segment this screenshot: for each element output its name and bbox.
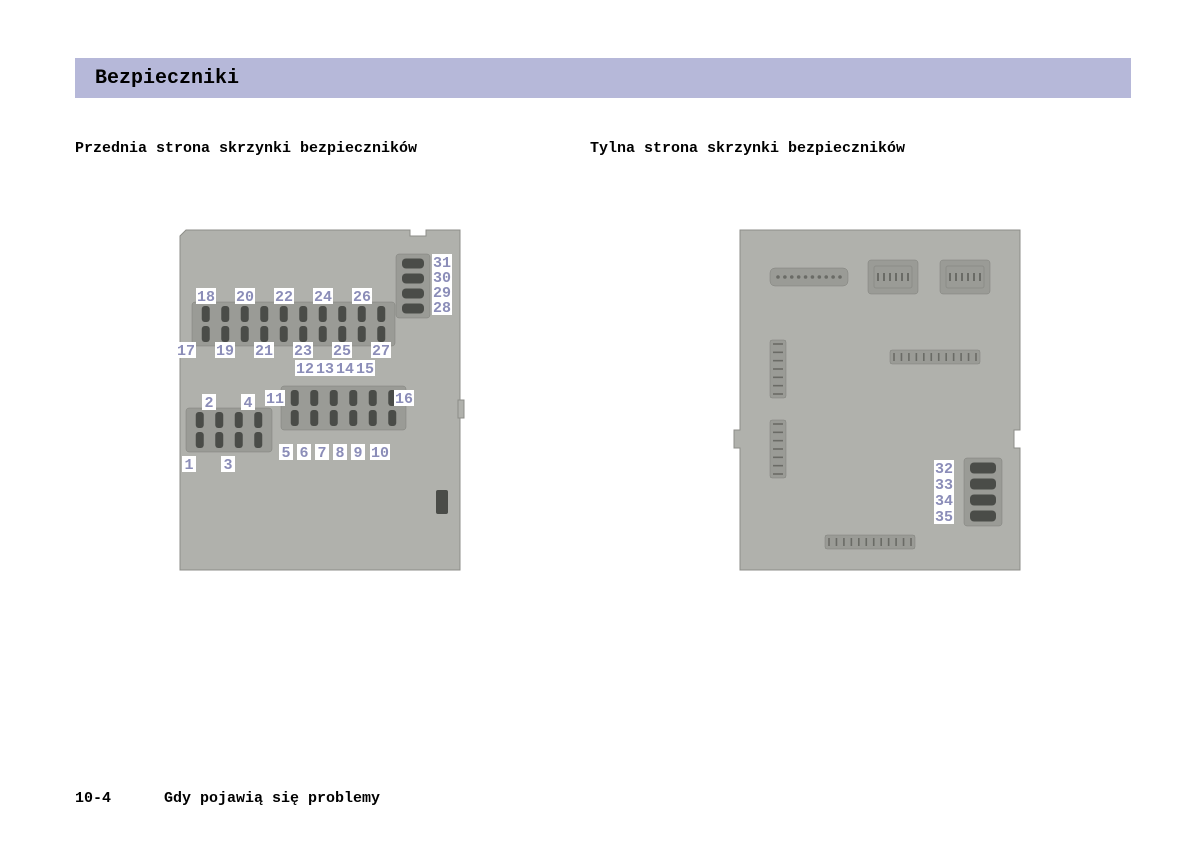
svg-text:9: 9 bbox=[353, 445, 362, 462]
section-header: Bezpieczniki bbox=[75, 58, 1131, 98]
svg-text:18: 18 bbox=[197, 289, 215, 306]
page-number: 10-4 bbox=[75, 790, 155, 807]
svg-text:13: 13 bbox=[316, 361, 334, 378]
svg-text:11: 11 bbox=[266, 391, 284, 408]
rear-fusebox-diagram: 32333435 bbox=[730, 220, 1030, 580]
svg-text:24: 24 bbox=[314, 289, 332, 306]
svg-text:28: 28 bbox=[433, 300, 451, 317]
svg-text:8: 8 bbox=[335, 445, 344, 462]
svg-text:23: 23 bbox=[294, 343, 312, 360]
svg-text:20: 20 bbox=[236, 289, 254, 306]
svg-text:19: 19 bbox=[216, 343, 234, 360]
svg-text:35: 35 bbox=[935, 509, 953, 526]
page-footer: 10-4 Gdy pojawią się problemy bbox=[75, 790, 380, 807]
svg-text:7: 7 bbox=[317, 445, 326, 462]
svg-text:3: 3 bbox=[223, 457, 232, 474]
svg-text:15: 15 bbox=[356, 361, 374, 378]
svg-text:12: 12 bbox=[296, 361, 314, 378]
svg-text:2: 2 bbox=[204, 395, 213, 412]
svg-text:16: 16 bbox=[395, 391, 413, 408]
section-title: Bezpieczniki bbox=[95, 67, 239, 90]
front-subheading: Przednia strona skrzynki bezpieczników bbox=[75, 140, 417, 157]
front-fusebox-diagram: 1820222426171921232527121314151116567891… bbox=[170, 220, 470, 580]
chapter-title: Gdy pojawią się problemy bbox=[164, 790, 380, 807]
svg-text:14: 14 bbox=[336, 361, 354, 378]
svg-text:22: 22 bbox=[275, 289, 293, 306]
svg-text:33: 33 bbox=[935, 477, 953, 494]
svg-text:4: 4 bbox=[243, 395, 252, 412]
svg-text:32: 32 bbox=[935, 461, 953, 478]
svg-text:25: 25 bbox=[333, 343, 351, 360]
svg-text:5: 5 bbox=[281, 445, 290, 462]
svg-text:6: 6 bbox=[299, 445, 308, 462]
svg-text:17: 17 bbox=[177, 343, 195, 360]
svg-text:1: 1 bbox=[184, 457, 193, 474]
svg-text:26: 26 bbox=[353, 289, 371, 306]
svg-text:34: 34 bbox=[935, 493, 953, 510]
svg-text:10: 10 bbox=[371, 445, 389, 462]
svg-text:21: 21 bbox=[255, 343, 273, 360]
rear-subheading: Tylna strona skrzynki bezpieczników bbox=[590, 140, 905, 157]
svg-text:27: 27 bbox=[372, 343, 390, 360]
